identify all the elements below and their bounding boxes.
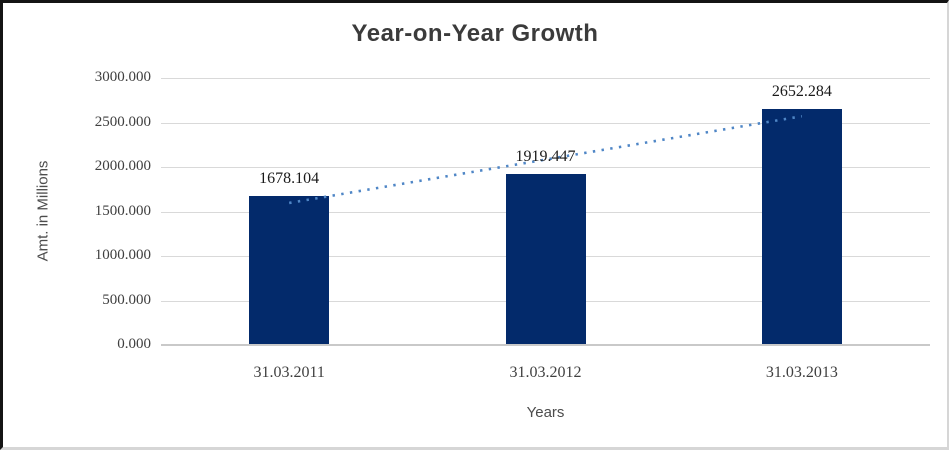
y-axis-tick-label: 0.000 bbox=[117, 336, 151, 352]
y-axis-tick-label: 3000.000 bbox=[94, 69, 151, 85]
y-axis-tick-label: 2000.000 bbox=[94, 158, 151, 174]
bar-data-label: 2652.284 bbox=[771, 82, 832, 100]
bar-data-label: 1678.104 bbox=[259, 169, 320, 187]
chart-title: Year-on-Year Growth bbox=[351, 20, 599, 47]
y-axis-tick-label: 2500.000 bbox=[94, 113, 151, 130]
bar-data-label: 1919.447 bbox=[515, 148, 576, 166]
bar bbox=[761, 108, 842, 344]
x-axis-tick-label: 31.03.2013 bbox=[765, 364, 838, 381]
gridline bbox=[161, 78, 930, 79]
y-axis-tick-label: 500.000 bbox=[102, 291, 151, 308]
x-axis-tick-label: 31.03.2012 bbox=[509, 364, 582, 381]
y-axis-tick-label: 1000.000 bbox=[94, 247, 151, 263]
x-axis-title: Years bbox=[526, 404, 565, 421]
x-axis-tick-label: 31.03.2011 bbox=[253, 364, 325, 381]
bar bbox=[505, 174, 586, 344]
x-axis-line bbox=[161, 344, 930, 346]
y-axis-tick-label: 1500.000 bbox=[94, 202, 151, 219]
bar bbox=[249, 195, 330, 344]
